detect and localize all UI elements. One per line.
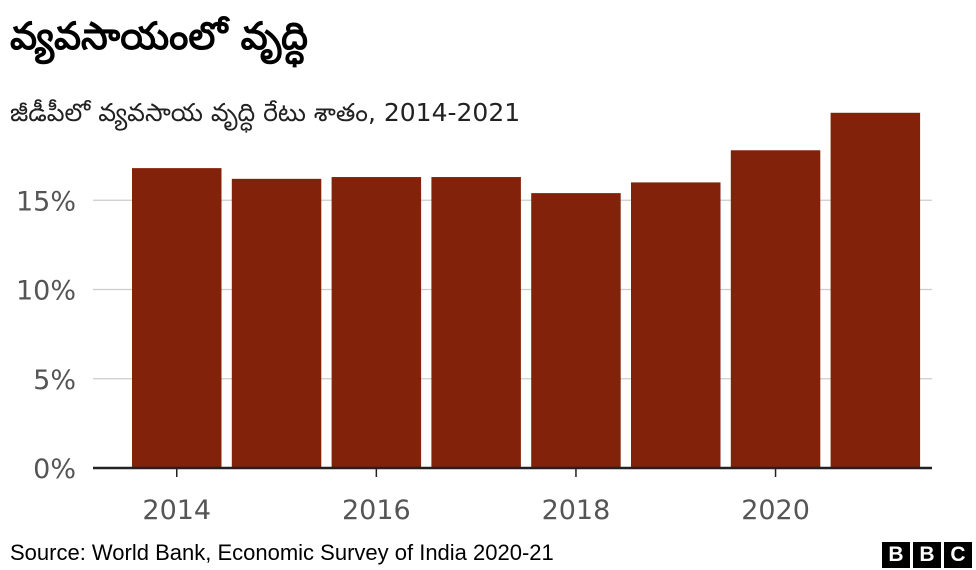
x-tick-label: 2018	[542, 495, 611, 526]
x-tick-label: 2016	[342, 495, 411, 526]
bar	[431, 177, 521, 469]
x-tick-label: 2020	[741, 495, 810, 526]
axes: 0% 5% 10% 15% 2014 2016 2018 2020	[16, 186, 932, 526]
bbc-logo-letter: B	[882, 542, 910, 568]
y-tick-label: 10%	[16, 276, 76, 307]
bar	[830, 112, 921, 468]
chart-subtitle: జీడీపీలో వ్యవసాయ వృద్ధి రేటు శాతం, 2014-…	[10, 98, 521, 127]
bars	[132, 112, 921, 469]
bar-chart: 0% 5% 10% 15% 2014 2016 2018 2020	[16, 112, 932, 526]
bbc-logo-letter: C	[944, 542, 972, 568]
chart-title: వ్యవసాయంలో వృద్ధి	[10, 14, 309, 58]
y-tick-label: 5%	[33, 365, 76, 396]
source-note: Source: World Bank, Economic Survey of I…	[10, 540, 554, 565]
bar	[331, 177, 422, 469]
bar	[531, 193, 621, 469]
bbc-logo: B B C	[882, 542, 972, 568]
bbc-logo-letter: B	[913, 542, 941, 568]
y-tick-label: 0%	[33, 454, 76, 485]
x-tick-label: 2014	[142, 495, 211, 526]
bar	[132, 168, 222, 468]
bar	[730, 150, 821, 468]
bar	[631, 182, 721, 468]
y-tick-label: 15%	[16, 186, 76, 217]
bar	[231, 178, 322, 468]
